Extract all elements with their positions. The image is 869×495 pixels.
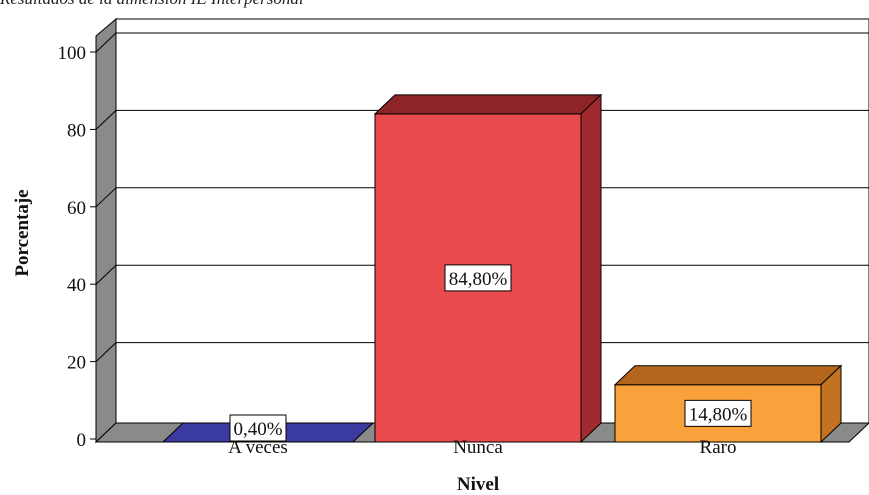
y-axis-ticks: 0 20 40 60 80 100: [58, 43, 96, 451]
y-tick-label: 100: [58, 43, 87, 64]
bar-raro: 14,80%: [613, 364, 843, 444]
x-axis-title: Nivel: [457, 474, 499, 495]
x-tick-label: A veces: [228, 437, 288, 458]
data-label-box: [229, 414, 287, 442]
data-label-box: [444, 264, 512, 292]
data-label: 0,40%: [233, 419, 282, 440]
bars: 0,40% 84,80% 14,80%: [161, 93, 843, 444]
gridline-wall: [95, 342, 117, 362]
chart-title: Resultados de la dimensión IE Interperso…: [0, 0, 600, 9]
bar-side: [820, 364, 842, 444]
x-tick-label: Raro: [700, 437, 737, 458]
left-wall: [95, 17, 117, 444]
x-axis-ticks: A veces Nunca Raro: [228, 437, 736, 458]
data-label: 14,80%: [689, 404, 748, 425]
data-label: 84,80%: [449, 269, 508, 290]
y-axis-title: Porcentaje: [12, 189, 33, 276]
y-tick-label: 60: [67, 198, 86, 219]
bar-side: [580, 93, 602, 444]
gridline-wall: [95, 110, 117, 130]
bar-top: [613, 365, 843, 386]
bar-nunca: 84,80%: [373, 93, 603, 444]
data-label-box: [684, 399, 752, 427]
y-tick-label: 80: [67, 120, 86, 141]
bar-a-veces: 0,40%: [161, 414, 375, 443]
bar-top: [373, 94, 603, 115]
x-tick-label: Nunca: [453, 437, 503, 458]
gridline-wall: [95, 187, 117, 208]
gridline-wall: [95, 264, 117, 285]
y-tick-label: 40: [67, 275, 86, 296]
y-tick-label: 0: [77, 430, 87, 451]
gridline-wall: [95, 32, 117, 53]
y-tick-label: 20: [67, 353, 86, 374]
